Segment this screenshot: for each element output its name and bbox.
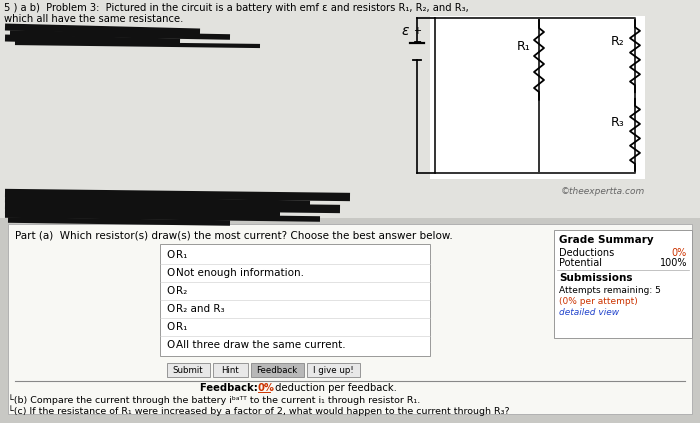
Text: detailed view: detailed view <box>559 308 619 317</box>
Bar <box>430 16 645 179</box>
FancyBboxPatch shape <box>213 363 248 377</box>
Text: Deductions: Deductions <box>559 248 615 258</box>
Text: +: + <box>413 26 421 36</box>
FancyBboxPatch shape <box>251 363 304 377</box>
FancyBboxPatch shape <box>307 363 360 377</box>
Bar <box>554 230 692 338</box>
Text: −: − <box>413 37 422 47</box>
Text: Not enough information.: Not enough information. <box>176 268 304 278</box>
Text: All three draw the same current.: All three draw the same current. <box>176 340 346 350</box>
Text: └(b) Compare the current through the battery iᵇᵃᵀᵀ to the current i₁ through res: └(b) Compare the current through the bat… <box>8 394 420 405</box>
Text: Submissions: Submissions <box>559 273 633 283</box>
Text: Part (a)  Which resistor(s) draw(s) the most current? Choose the best answer bel: Part (a) Which resistor(s) draw(s) the m… <box>15 230 453 240</box>
Text: Submit: Submit <box>173 366 203 375</box>
Text: R₁: R₁ <box>517 41 531 53</box>
Text: I give up!: I give up! <box>313 366 354 375</box>
Text: └(c) If the resistance of R₁ were increased by a factor of 2, what would happen : └(c) If the resistance of R₁ were increa… <box>8 405 510 416</box>
Text: R₁: R₁ <box>176 322 188 332</box>
Text: ©theexpertta.com: ©theexpertta.com <box>561 187 645 196</box>
Text: O: O <box>166 286 174 296</box>
Text: (0% per attempt): (0% per attempt) <box>559 297 638 306</box>
Text: R₂: R₂ <box>611 36 624 48</box>
Bar <box>8 224 692 414</box>
Text: O: O <box>166 340 174 350</box>
Text: O: O <box>166 250 174 260</box>
Text: R₂ and R₃: R₂ and R₃ <box>176 304 225 314</box>
Text: 0%: 0% <box>672 248 687 258</box>
Text: O: O <box>166 304 174 314</box>
Bar <box>160 244 430 356</box>
Text: deduction per feedback.: deduction per feedback. <box>272 383 397 393</box>
Text: R₁: R₁ <box>176 250 188 260</box>
Bar <box>0 0 700 218</box>
FancyBboxPatch shape <box>167 363 209 377</box>
Text: 100%: 100% <box>659 258 687 268</box>
Text: ε: ε <box>401 24 409 38</box>
Text: Hint: Hint <box>221 366 239 375</box>
Text: Potential: Potential <box>559 258 602 268</box>
Text: 5 ) a b)  Problem 3:  Pictured in the circuit is a battery with emf ε and resist: 5 ) a b) Problem 3: Pictured in the circ… <box>4 3 469 13</box>
Text: 0%: 0% <box>258 383 275 393</box>
Text: Grade Summary: Grade Summary <box>559 235 654 245</box>
Text: Attempts remaining: 5: Attempts remaining: 5 <box>559 286 661 295</box>
Text: O: O <box>166 268 174 278</box>
Bar <box>0 218 700 423</box>
Text: R₂: R₂ <box>176 286 188 296</box>
Text: Feedback: Feedback <box>256 366 298 375</box>
Text: O: O <box>166 322 174 332</box>
Text: R₃: R₃ <box>611 116 624 129</box>
Text: which all have the same resistance.: which all have the same resistance. <box>4 14 183 24</box>
Text: Feedback:: Feedback: <box>200 383 261 393</box>
